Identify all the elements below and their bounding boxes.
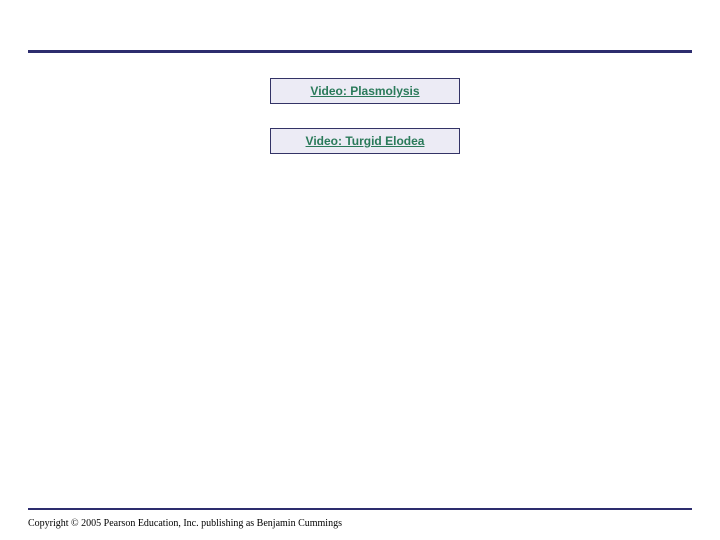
bottom-divider xyxy=(28,508,692,510)
video-turgid-elodea-label: Video: Turgid Elodea xyxy=(306,134,425,148)
copyright-text: Copyright © 2005 Pearson Education, Inc.… xyxy=(28,518,342,529)
video-plasmolysis-label: Video: Plasmolysis xyxy=(310,84,419,98)
video-turgid-elodea-link[interactable]: Video: Turgid Elodea xyxy=(270,128,460,154)
top-divider xyxy=(28,50,692,53)
video-plasmolysis-link[interactable]: Video: Plasmolysis xyxy=(270,78,460,104)
